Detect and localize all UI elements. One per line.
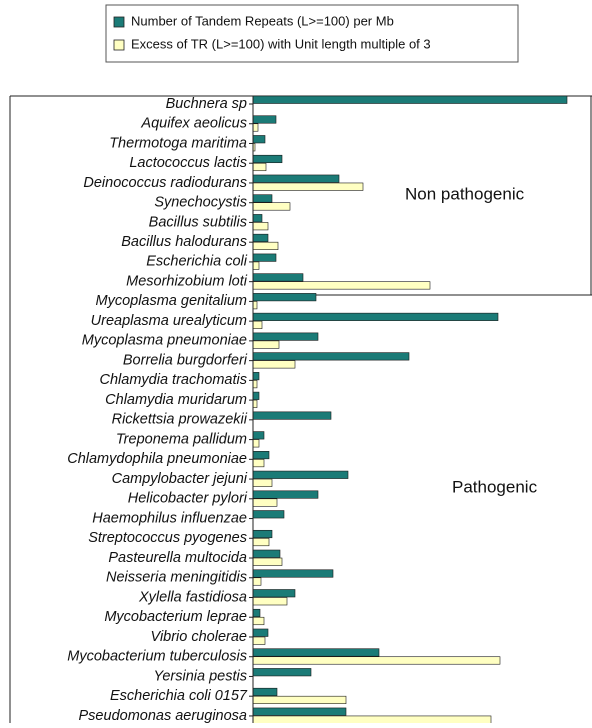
bar bbox=[252, 608, 261, 618]
y-tick-label: Vibrio cholerae bbox=[151, 629, 247, 645]
bar bbox=[252, 687, 278, 697]
y-tick-label: Lactococcus lactis bbox=[129, 155, 247, 171]
bar bbox=[252, 352, 410, 361]
bar bbox=[252, 478, 273, 487]
bar bbox=[252, 241, 279, 250]
legend-label: Excess of TR (L>=100) with Unit length m… bbox=[131, 36, 431, 51]
bar bbox=[252, 695, 347, 705]
bar bbox=[252, 214, 263, 223]
bar bbox=[252, 668, 312, 677]
y-tick-label: Haemophilus influenzae bbox=[92, 510, 247, 526]
bar bbox=[252, 233, 269, 242]
bar bbox=[252, 549, 281, 558]
bar bbox=[252, 656, 501, 665]
bar bbox=[252, 135, 266, 144]
y-tick-label: Borrelia burgdorferi bbox=[123, 352, 248, 368]
y-tick-label: Mycoplasma genitalium bbox=[95, 293, 247, 309]
y-tick-label: Mycobacterium tuberculosis bbox=[67, 649, 247, 665]
bar bbox=[252, 301, 258, 310]
bar bbox=[252, 332, 319, 341]
bar bbox=[252, 372, 260, 381]
bar bbox=[252, 273, 304, 282]
y-tick-label: Yersinia pestis bbox=[154, 668, 248, 684]
legend-swatch bbox=[113, 39, 125, 51]
y-tick-label: Campylobacter jejuni bbox=[112, 471, 248, 487]
bar bbox=[252, 115, 277, 124]
bar bbox=[252, 261, 260, 270]
bar bbox=[252, 451, 270, 460]
bar bbox=[252, 95, 568, 104]
y-tick-label: Chlamydia muridarum bbox=[105, 392, 247, 408]
bar bbox=[252, 707, 347, 716]
bar bbox=[252, 498, 278, 507]
bar bbox=[252, 636, 266, 645]
bar bbox=[252, 162, 267, 172]
bar bbox=[252, 281, 431, 290]
y-tick-label: Treponema pallidum bbox=[116, 431, 247, 447]
y-tick-label: Escherichia coli bbox=[146, 254, 248, 270]
bar bbox=[252, 490, 319, 499]
bar bbox=[252, 202, 291, 211]
bar bbox=[252, 431, 265, 440]
bar bbox=[252, 340, 280, 349]
bar bbox=[252, 293, 317, 302]
y-tick-label: Bacillus halodurans bbox=[121, 234, 247, 250]
bar bbox=[252, 569, 334, 578]
bar bbox=[252, 411, 332, 420]
bar bbox=[252, 577, 262, 586]
bar bbox=[252, 222, 269, 231]
y-tick-label: Xylella fastidiosa bbox=[138, 589, 247, 605]
bar bbox=[252, 182, 364, 191]
bar bbox=[252, 391, 260, 400]
y-tick-label: Ureaplasma urealyticum bbox=[91, 313, 247, 329]
y-tick-label: Mycobacterium leprae bbox=[104, 609, 247, 625]
y-tick-label: Mesorhizobium loti bbox=[126, 273, 248, 289]
bar bbox=[252, 459, 265, 468]
bar bbox=[252, 510, 285, 519]
y-tick-label: Bacillus subtilis bbox=[149, 214, 247, 230]
bar bbox=[252, 537, 270, 547]
bar bbox=[252, 589, 296, 598]
bar bbox=[252, 360, 296, 369]
bar bbox=[252, 439, 260, 448]
bar bbox=[252, 399, 258, 408]
legend-box bbox=[105, 4, 519, 63]
bar bbox=[252, 320, 263, 329]
y-tick-label: Synechocystis bbox=[154, 195, 247, 211]
y-tick-label: Deinococcus radiodurans bbox=[83, 175, 247, 191]
bar bbox=[252, 648, 380, 657]
bar bbox=[252, 123, 259, 132]
bar bbox=[252, 628, 269, 637]
bar bbox=[252, 470, 349, 479]
bar bbox=[252, 715, 492, 724]
bar bbox=[252, 194, 273, 203]
legend-label: Number of Tandem Repeats (L>=100) per Mb bbox=[131, 13, 394, 28]
bar bbox=[252, 253, 277, 262]
bar bbox=[252, 380, 258, 389]
y-tick-label: Pasteurella multocida bbox=[108, 550, 247, 566]
bar bbox=[252, 174, 340, 183]
bar bbox=[252, 616, 265, 626]
bar bbox=[252, 312, 499, 321]
y-tick-label: Aquifex aeolicus bbox=[140, 116, 247, 132]
y-tick-label: Helicobacter pylori bbox=[128, 491, 248, 507]
y-tick-label: Streptococcus pyogenes bbox=[88, 530, 247, 546]
legend-swatch bbox=[113, 16, 125, 28]
y-tick-label: Chlamydophila pneumoniae bbox=[67, 451, 247, 467]
y-tick-label: Thermotoga maritima bbox=[109, 135, 247, 151]
y-tick-label: Escherichia coli 0157 bbox=[110, 688, 248, 704]
y-tick-label: Chlamydia trachomatis bbox=[100, 372, 247, 388]
bar bbox=[252, 529, 273, 539]
bar bbox=[252, 597, 288, 606]
y-tick-label: Rickettsia prowazekii bbox=[112, 412, 248, 428]
bar bbox=[252, 154, 283, 164]
y-tick-label: Mycoplasma pneumoniae bbox=[82, 333, 247, 349]
bar bbox=[252, 557, 283, 566]
annotation: Non pathogenic bbox=[405, 184, 525, 203]
y-tick-label: Neisseria meningitidis bbox=[106, 570, 247, 586]
y-tick-label: Buchnera sp bbox=[166, 96, 247, 112]
y-tick-label: Pseudomonas aeruginosa bbox=[79, 708, 247, 723]
annotation: Pathogenic bbox=[452, 477, 538, 496]
